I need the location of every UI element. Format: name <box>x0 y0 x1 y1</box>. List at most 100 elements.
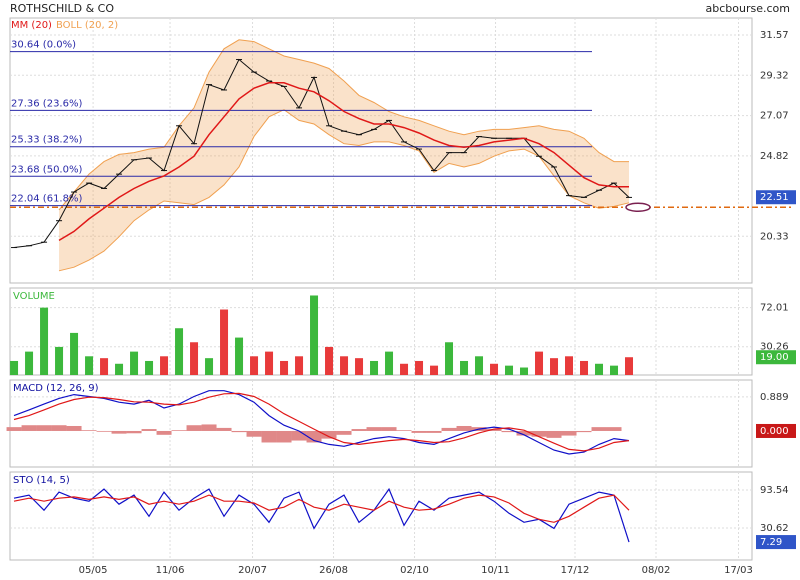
macd-histogram <box>36 425 52 431</box>
macd-histogram <box>216 427 232 431</box>
last-value-label: 0.000 <box>760 426 789 437</box>
y-tick-label: 20.33 <box>760 231 789 242</box>
volume-bar <box>310 295 319 375</box>
volume-bar <box>550 358 559 375</box>
macd-histogram <box>171 430 187 431</box>
volume-bar <box>25 351 34 375</box>
volume-bar <box>55 346 64 375</box>
volume-bar <box>490 363 499 375</box>
source: abcbourse.com <box>706 2 790 15</box>
y-tick-label: 24.82 <box>760 151 789 162</box>
volume-bar <box>70 332 79 375</box>
macd-histogram <box>51 425 67 431</box>
volume-bar <box>415 360 424 375</box>
last-value-label: 22.51 <box>760 192 789 203</box>
macd-histogram <box>381 427 397 431</box>
macd-histogram <box>126 430 142 434</box>
panel-frame <box>9 287 753 376</box>
x-tick-label: 11/06 <box>156 565 185 576</box>
fib-label: 23.68 (50.0%) <box>11 164 82 175</box>
volume-bar <box>460 360 469 375</box>
macd-histogram <box>21 425 37 431</box>
macd-histogram <box>396 430 412 431</box>
y-tick-label: 29.32 <box>760 70 789 81</box>
volume-bar <box>400 363 409 375</box>
macd-histogram <box>441 427 457 431</box>
fib-label: 25.33 (38.2%) <box>11 135 82 146</box>
macd-histogram <box>576 430 592 433</box>
macd-histogram <box>486 429 502 431</box>
bollinger-upper <box>58 39 629 211</box>
macd-histogram <box>306 430 322 443</box>
macd-line <box>13 392 630 452</box>
x-tick-label: 10/11 <box>481 565 510 576</box>
volume-bar <box>385 351 394 375</box>
x-tick-label: 26/08 <box>319 565 348 576</box>
fib-label: 22.04 (61.8%) <box>11 194 82 205</box>
macd-histogram <box>321 430 337 439</box>
macd-histogram <box>546 430 562 438</box>
macd-histogram <box>516 430 532 436</box>
sto-line <box>13 494 630 523</box>
volume-bar <box>445 342 454 375</box>
macd-histogram <box>411 430 427 433</box>
y-tick-label: 30.26 <box>760 342 789 353</box>
macd-histogram <box>426 430 442 433</box>
volume-bar <box>115 363 124 375</box>
volume-bar <box>160 356 169 375</box>
volume-bar <box>505 365 514 375</box>
volume-bar <box>205 358 214 375</box>
macd-histogram <box>276 430 292 443</box>
macd-histogram <box>606 427 622 431</box>
last-value-box <box>756 535 796 550</box>
macd-histogram <box>186 425 202 431</box>
macd-histogram <box>96 430 112 432</box>
macd-histogram <box>81 430 97 431</box>
volume-bar <box>340 356 349 375</box>
volume-bar <box>370 360 379 375</box>
macd-histogram <box>246 430 262 437</box>
legend-entry: MM (20) <box>11 20 52 31</box>
volume-bar <box>85 356 94 375</box>
volume-bar <box>625 357 634 375</box>
macd-histogram <box>201 424 217 431</box>
moving-average <box>58 82 629 242</box>
last-value-box <box>756 190 796 205</box>
bollinger-band <box>59 39 630 271</box>
volume-bar <box>355 358 364 375</box>
panel-title: VOLUME <box>13 291 55 302</box>
macd-line <box>13 390 630 455</box>
volume-bar <box>580 360 589 375</box>
y-tick-label: 27.07 <box>760 111 789 122</box>
macd-histogram <box>261 430 277 443</box>
y-tick-label: 0.889 <box>760 392 789 403</box>
volume-bar <box>175 328 184 375</box>
y-tick-label: 93.54 <box>760 485 789 496</box>
volume-bar <box>475 356 484 375</box>
sto-line <box>13 487 630 543</box>
volume-bar <box>535 351 544 375</box>
volume-bar <box>595 363 604 375</box>
macd-histogram <box>591 427 607 431</box>
volume-bar <box>610 365 619 375</box>
volume-bar <box>325 346 334 375</box>
x-tick-label: 05/05 <box>79 565 108 576</box>
panel-frame <box>9 471 753 561</box>
last-value-box <box>756 350 796 365</box>
y-tick-label: 31.57 <box>760 30 789 41</box>
x-tick-label: 17/12 <box>561 565 590 576</box>
panel-title: STO (14, 5) <box>13 475 70 486</box>
volume-bar <box>10 360 19 375</box>
last-value-label: 7.29 <box>760 537 782 548</box>
macd-histogram <box>141 429 157 431</box>
volume-bar <box>565 356 574 375</box>
price-line <box>13 58 630 248</box>
volume-bar <box>100 358 109 375</box>
macd-histogram <box>111 430 127 434</box>
x-tick-label: 17/03 <box>724 565 753 576</box>
volume-bar <box>190 342 199 375</box>
last-value-label: 19.00 <box>760 352 789 363</box>
last-value-box <box>756 423 796 438</box>
volume-bar <box>430 365 439 375</box>
